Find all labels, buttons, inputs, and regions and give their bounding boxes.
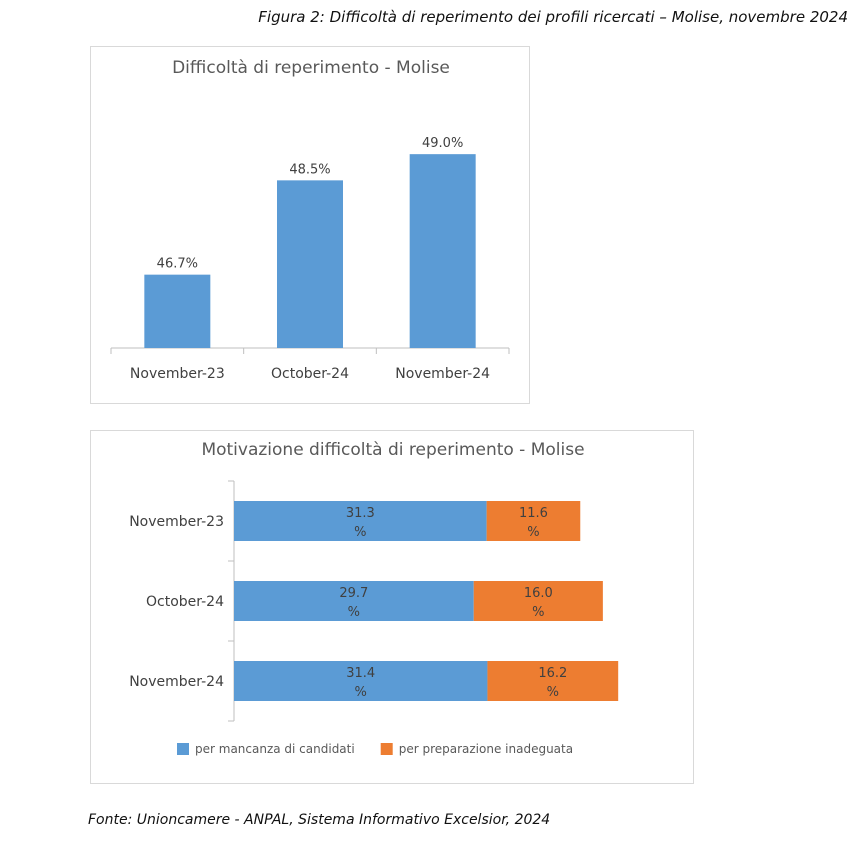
chart2-legend-label: per mancanza di candidati bbox=[195, 742, 355, 756]
chart1-x-tick-label: October-24 bbox=[271, 366, 349, 382]
chart2-data-label: 29.7 bbox=[339, 586, 368, 601]
chart2-legend-swatch bbox=[380, 743, 393, 755]
chart2-y-tick-label: October-24 bbox=[146, 594, 224, 610]
chart2-legend-swatch bbox=[177, 743, 189, 755]
chart2-data-label-unit: % bbox=[527, 525, 539, 540]
chart1-title: Difficoltà di reperimento - Molise bbox=[172, 58, 450, 78]
chart1-data-label: 49.0% bbox=[422, 136, 463, 151]
chart2-y-tick-label: November-23 bbox=[129, 514, 224, 530]
chart2-y-tick-label: November-24 bbox=[129, 674, 224, 690]
chart1-bar bbox=[277, 180, 343, 348]
chart2-data-label: 31.3 bbox=[346, 506, 375, 521]
chart2-bar-segment bbox=[234, 501, 487, 541]
chart1-x-tick-label: November-23 bbox=[130, 366, 225, 382]
chart2-data-label: 16.2 bbox=[538, 666, 567, 681]
chart2-bar-segment bbox=[486, 501, 581, 541]
chart2-data-label-unit: % bbox=[355, 685, 367, 700]
chart1-data-label: 46.7% bbox=[157, 257, 198, 272]
motivation-chart: Motivazione difficoltà di reperimento - … bbox=[90, 430, 694, 784]
chart2-data-label-unit: % bbox=[354, 525, 366, 540]
chart2-legend-label: per preparazione inadeguata bbox=[399, 742, 573, 756]
chart2-data-label: 31.4 bbox=[346, 666, 375, 681]
figure-source: Fonte: Unioncamere - ANPAL, Sistema Info… bbox=[88, 812, 551, 828]
chart2-data-label-unit: % bbox=[348, 605, 360, 620]
chart1-bar bbox=[409, 154, 476, 348]
figure-caption: Figura 2: Difficoltà di reperimento dei … bbox=[258, 8, 848, 26]
chart2-data-label: 11.6 bbox=[519, 506, 548, 521]
difficulty-bar-chart-svg: Difficoltà di reperimento - Molise 46.7%… bbox=[110, 58, 510, 382]
chart2-bar-segment bbox=[487, 661, 619, 701]
chart2-data-label: 16.0 bbox=[524, 586, 553, 601]
chart1-data-label: 48.5% bbox=[289, 162, 330, 177]
chart2-data-label-unit: % bbox=[532, 605, 544, 620]
chart2-bar-segment bbox=[234, 661, 488, 701]
chart2-bar-segment bbox=[473, 581, 603, 621]
chart2-data-label-unit: % bbox=[547, 685, 559, 700]
motivation-stacked-bar-chart-svg: Motivazione difficoltà di reperimento - … bbox=[129, 440, 619, 756]
chart1-bar bbox=[144, 274, 211, 348]
chart1-x-tick-label: November-24 bbox=[395, 366, 490, 382]
chart2-title: Motivazione difficoltà di reperimento - … bbox=[201, 440, 584, 460]
chart2-bar-segment bbox=[234, 581, 474, 621]
difficulty-chart: Difficoltà di reperimento - Molise 46.7%… bbox=[90, 46, 530, 404]
